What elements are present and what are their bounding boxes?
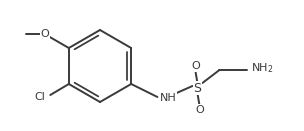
Text: O: O xyxy=(195,105,204,115)
Text: O: O xyxy=(40,29,49,39)
Text: S: S xyxy=(193,81,202,94)
Text: Cl: Cl xyxy=(34,92,45,102)
Text: O: O xyxy=(191,61,200,71)
Text: NH$_2$: NH$_2$ xyxy=(251,61,274,75)
Text: NH: NH xyxy=(159,93,176,103)
